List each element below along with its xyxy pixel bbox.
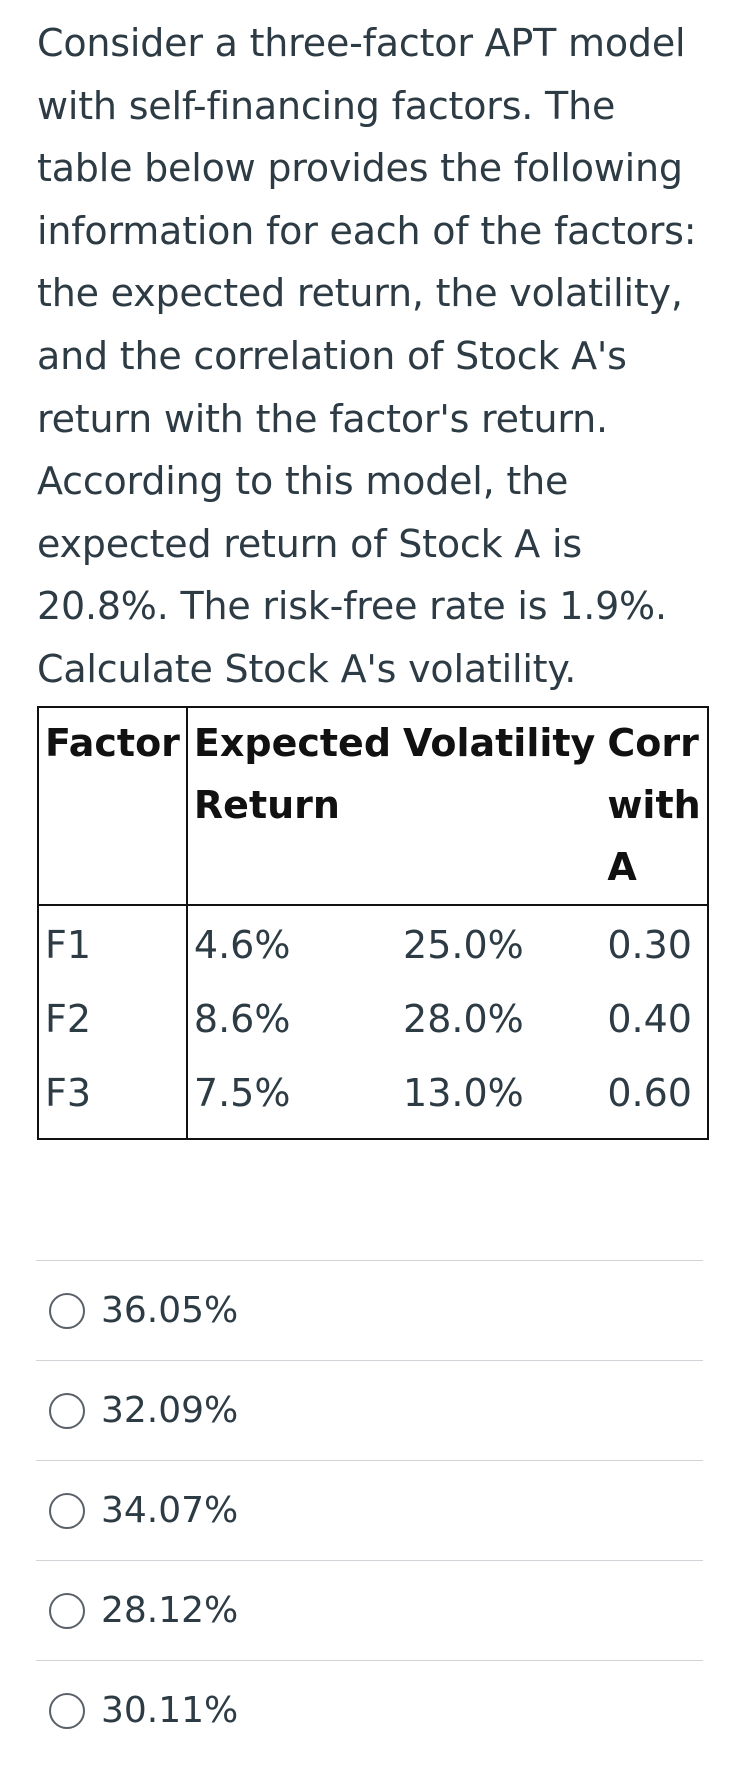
answer-option[interactable]: 36.05% [36, 1260, 703, 1360]
radio-button[interactable] [49, 1392, 85, 1429]
answer-label: 30.11% [101, 1690, 239, 1731]
header-volatility: Volatility [403, 721, 596, 765]
cell-expected-return: 7.5% [193, 1071, 291, 1115]
table-row: F2 8.6% 28.0% 0.40 [38, 982, 708, 1056]
answer-label: 36.05% [101, 1290, 239, 1331]
cell-corr: 0.60 [607, 1071, 692, 1115]
question-text: Consider a three-factor APT model with s… [37, 21, 697, 691]
table-row: F3 7.5% 13.0% 0.60 [38, 1056, 708, 1139]
cell-corr: 0.40 [607, 997, 692, 1041]
radio-button[interactable] [49, 1492, 85, 1529]
cell-factor: F1 [38, 905, 188, 982]
answer-option[interactable]: 32.09% [36, 1360, 703, 1460]
cell-factor: F3 [38, 1056, 188, 1139]
answer-label: 32.09% [101, 1390, 239, 1431]
cell-volatility: 13.0% [403, 1071, 524, 1115]
table-header-row: Factor Expected Return Volatility Corr w… [38, 707, 708, 905]
answer-label: 28.12% [101, 1590, 239, 1631]
cell-volatility: 25.0% [403, 923, 524, 967]
answer-option[interactable]: 28.12% [36, 1560, 703, 1660]
cell-expected-return: 4.6% [193, 923, 291, 967]
cell-expected-return: 8.6% [193, 997, 291, 1041]
header-factor: Factor [38, 707, 188, 905]
radio-button[interactable] [49, 1292, 85, 1329]
answer-label: 34.07% [101, 1490, 239, 1531]
radio-button[interactable] [49, 1692, 85, 1729]
answer-option[interactable]: 34.07% [36, 1460, 703, 1560]
header-expected-return: Expected Return [193, 721, 392, 827]
header-corr-with-a: Corr with A [607, 721, 701, 889]
factor-table: Factor Expected Return Volatility Corr w… [37, 706, 709, 1140]
cell-factor: F2 [38, 982, 188, 1056]
table-row: F1 4.6% 25.0% 0.30 [38, 905, 708, 982]
answer-options: 36.05% 32.09% 34.07% 28.12% 30.11% [36, 1260, 703, 1760]
answer-option[interactable]: 30.11% [36, 1660, 703, 1760]
cell-volatility: 28.0% [403, 997, 524, 1041]
radio-button[interactable] [49, 1592, 85, 1629]
cell-corr: 0.30 [607, 923, 692, 967]
